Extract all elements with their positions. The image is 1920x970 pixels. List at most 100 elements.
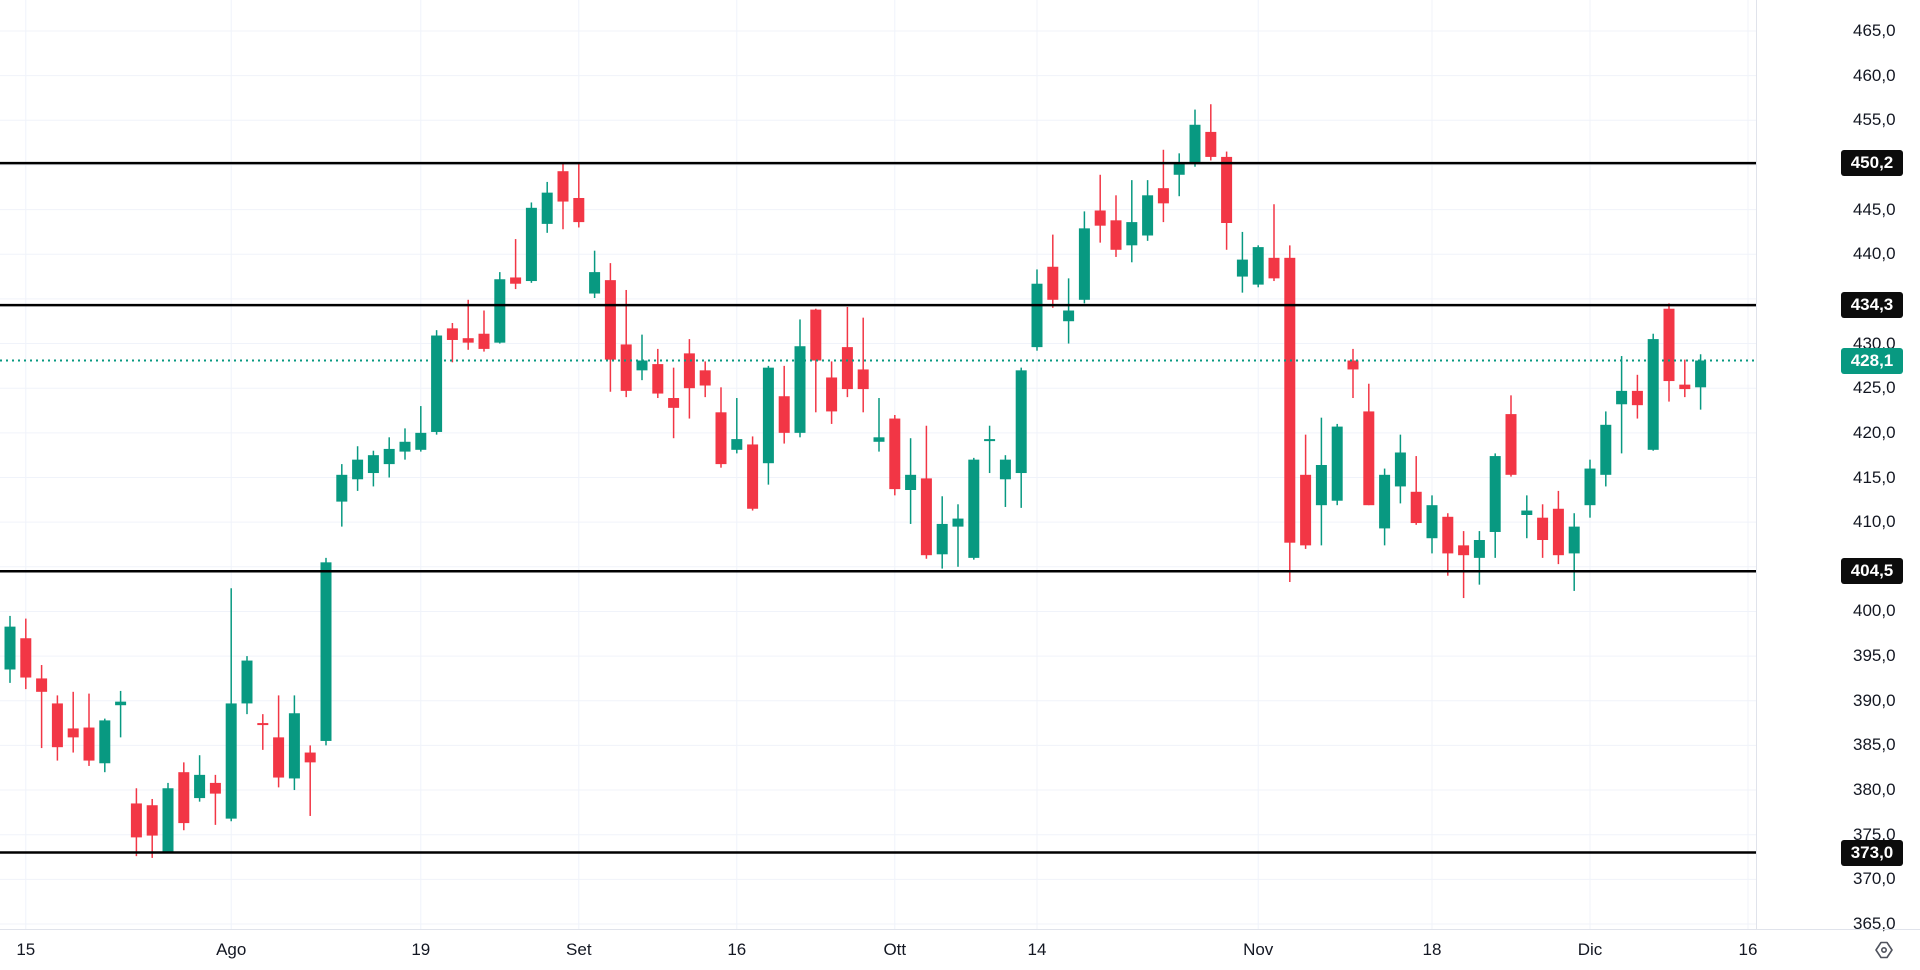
candlestick[interactable] — [794, 319, 806, 438]
candlestick[interactable] — [257, 714, 269, 750]
candlestick[interactable] — [1442, 513, 1454, 576]
candlestick[interactable] — [683, 339, 695, 419]
candlestick[interactable] — [1363, 383, 1375, 506]
candlestick[interactable] — [446, 323, 458, 363]
candlestick[interactable] — [462, 299, 474, 350]
candlestick[interactable] — [1426, 495, 1438, 554]
candlestick[interactable] — [1647, 333, 1659, 451]
candlestick[interactable] — [1236, 231, 1248, 293]
candlestick[interactable] — [130, 788, 142, 857]
candlestick[interactable] — [1600, 411, 1612, 487]
candlestick[interactable] — [1347, 348, 1359, 399]
candlestick[interactable] — [920, 425, 932, 559]
candlestick[interactable] — [1521, 495, 1533, 539]
price-scale-settings-icon[interactable] — [1870, 936, 1898, 964]
candlestick[interactable] — [905, 438, 917, 524]
candlestick[interactable] — [1568, 513, 1580, 591]
candlestick[interactable] — [1331, 423, 1343, 506]
candlestick[interactable] — [1695, 354, 1707, 410]
candlestick[interactable] — [620, 289, 632, 398]
candlestick[interactable] — [431, 330, 443, 435]
candlestick[interactable] — [1047, 234, 1059, 308]
candlestick[interactable] — [1110, 195, 1122, 257]
candlestick[interactable] — [1063, 278, 1075, 344]
candlestick[interactable] — [1537, 504, 1549, 558]
candlestick[interactable] — [857, 317, 869, 413]
candlestick[interactable] — [1584, 459, 1596, 518]
candlestick[interactable] — [541, 181, 553, 233]
candlestick[interactable] — [1252, 245, 1264, 288]
candlestick[interactable] — [889, 414, 901, 496]
candlestick[interactable] — [478, 310, 490, 352]
candlestick[interactable] — [1284, 245, 1296, 582]
candlestick[interactable] — [1300, 434, 1312, 549]
candlestick[interactable] — [51, 695, 63, 761]
candlestick[interactable] — [1473, 531, 1485, 585]
candlestick[interactable] — [999, 455, 1011, 507]
candlestick[interactable] — [383, 437, 395, 478]
candlestick[interactable] — [984, 425, 996, 474]
candlestick[interactable] — [367, 450, 379, 487]
candlestick[interactable] — [1015, 367, 1027, 508]
candlestick[interactable] — [636, 334, 648, 381]
candlestick[interactable] — [1394, 434, 1406, 504]
candlestick[interactable] — [336, 464, 348, 527]
candlestick[interactable] — [146, 798, 158, 858]
candlestick[interactable] — [225, 588, 237, 822]
candlestick[interactable] — [604, 263, 616, 392]
candlestick[interactable] — [83, 693, 95, 766]
candlestick[interactable] — [1505, 395, 1517, 477]
candlestick[interactable] — [873, 398, 885, 452]
candlestick[interactable] — [1189, 109, 1201, 167]
candlestick[interactable] — [826, 361, 838, 424]
candlestick[interactable] — [209, 774, 221, 825]
candlestick[interactable] — [810, 308, 822, 413]
candlestick[interactable] — [1489, 453, 1501, 558]
candlestick[interactable] — [320, 557, 332, 746]
candlestick[interactable] — [273, 695, 285, 788]
candlestick[interactable] — [1157, 149, 1169, 223]
candlestick[interactable] — [731, 398, 743, 454]
candlestick[interactable] — [241, 656, 253, 715]
candlestick[interactable] — [178, 762, 190, 831]
candlestick[interactable] — [699, 361, 711, 398]
candlestick[interactable] — [936, 496, 948, 569]
candlestick[interactable] — [1126, 180, 1138, 263]
chart-plot-area[interactable] — [0, 0, 1920, 930]
candlestick[interactable] — [1173, 153, 1185, 197]
candlestick[interactable] — [415, 406, 427, 452]
time-axis[interactable]: 15 Ago 19 Set 16 Ott 14 Nov 18 Dic 16 — [0, 929, 1920, 970]
candlestick[interactable] — [762, 365, 774, 485]
candlestick[interactable] — [668, 367, 680, 439]
candlestick[interactable] — [1379, 468, 1391, 546]
candlestick[interactable] — [20, 618, 32, 690]
candlestick[interactable] — [573, 162, 585, 228]
candlestick[interactable] — [162, 782, 174, 854]
candlestick[interactable] — [115, 690, 127, 738]
candlestick[interactable] — [4, 615, 16, 683]
candlestick[interactable] — [1315, 417, 1327, 546]
candlestick[interactable] — [399, 428, 411, 460]
candlestick[interactable] — [352, 446, 364, 491]
candlestick[interactable] — [968, 457, 980, 560]
candlestick[interactable] — [715, 387, 727, 468]
candlestick[interactable] — [1679, 359, 1691, 398]
candlestick[interactable] — [99, 718, 111, 773]
candlestick[interactable] — [589, 250, 601, 299]
candlestick[interactable] — [952, 504, 964, 567]
candlestick[interactable] — [67, 691, 79, 753]
candlestick[interactable] — [36, 665, 48, 749]
candlestick[interactable] — [1094, 174, 1106, 243]
candlestick[interactable] — [525, 202, 537, 283]
candlestick[interactable] — [304, 745, 316, 816]
candlestick[interactable] — [1268, 204, 1280, 282]
candlestick[interactable] — [494, 272, 506, 344]
candlestick[interactable] — [841, 306, 853, 398]
candlestick[interactable] — [1031, 269, 1043, 351]
candlestick[interactable] — [1552, 490, 1564, 565]
candlestick[interactable] — [194, 755, 206, 802]
candlestick[interactable] — [1616, 356, 1628, 454]
candlestick[interactable] — [652, 348, 664, 399]
price-axis[interactable]: 465,0460,0455,0450,0445,0440,0435,0430,0… — [1756, 0, 1920, 933]
candlestick[interactable] — [1078, 211, 1090, 304]
